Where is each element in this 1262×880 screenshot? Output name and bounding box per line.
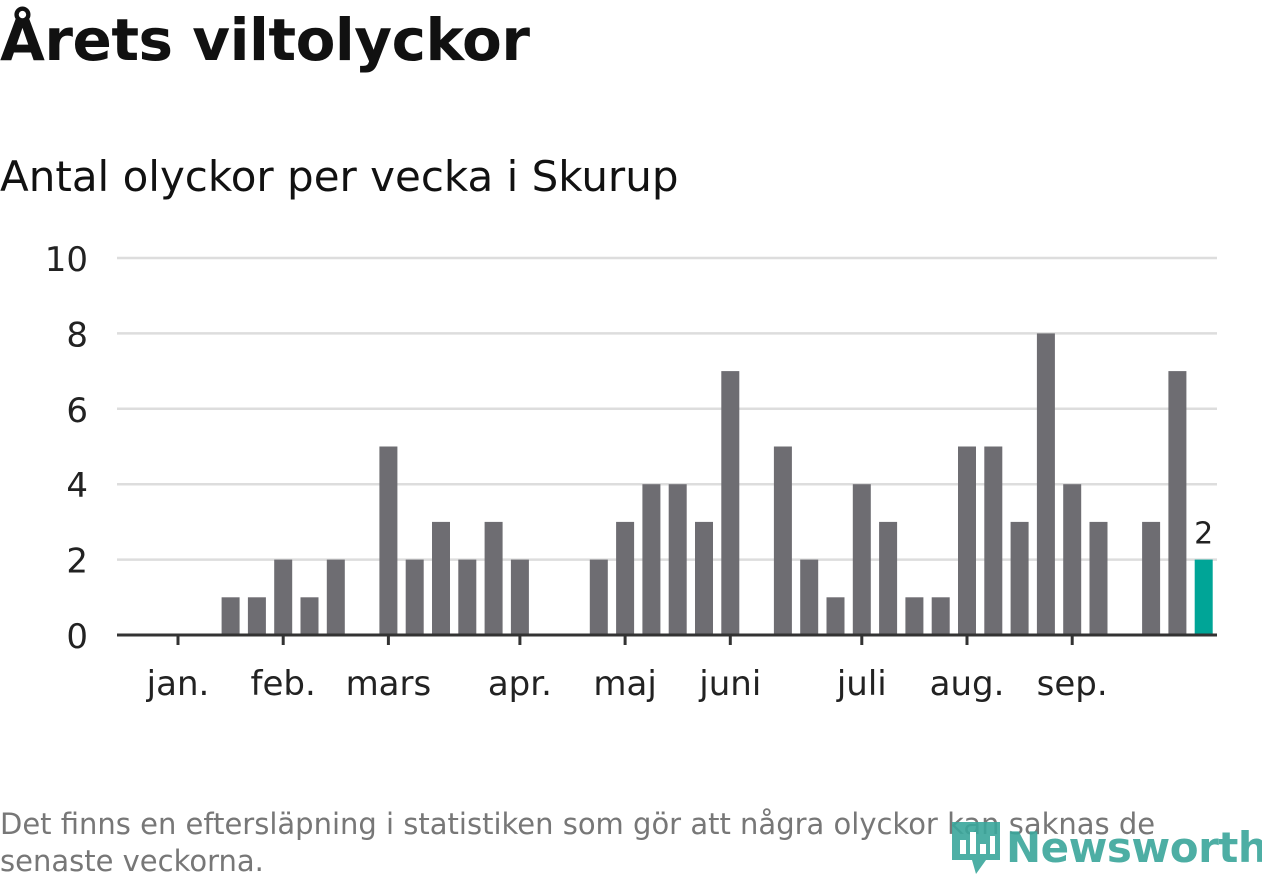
bar xyxy=(326,559,345,635)
bar xyxy=(642,484,661,635)
bar xyxy=(589,559,608,635)
x-tick-label: jan. xyxy=(146,664,210,704)
bar xyxy=(879,521,898,635)
x-tick-label: maj xyxy=(593,664,656,704)
x-tick-label: sep. xyxy=(1037,664,1108,704)
chart-subtitle: Antal olyckor per vecka i Skurup xyxy=(0,152,679,201)
bar xyxy=(1036,333,1055,635)
x-tick-label: juli xyxy=(836,664,887,704)
y-tick-label: 10 xyxy=(45,240,88,280)
bar xyxy=(1168,371,1187,635)
bar xyxy=(1089,521,1108,635)
bar xyxy=(484,521,503,635)
newsworthy-logo-icon xyxy=(952,822,1000,874)
y-tick-label: 8 xyxy=(66,315,88,355)
bar xyxy=(1010,521,1029,635)
bar xyxy=(852,484,871,635)
highlight-data-label: 2 xyxy=(1194,517,1213,552)
bar xyxy=(458,559,477,635)
bar xyxy=(826,597,845,635)
logo-text: Newsworthy xyxy=(1006,822,1262,872)
bar xyxy=(379,446,398,635)
bar xyxy=(1142,521,1161,635)
bar xyxy=(773,446,792,635)
chart-title: Årets viltolyckor xyxy=(0,6,530,74)
bar xyxy=(432,521,450,635)
bar xyxy=(300,597,319,635)
bar-chart: 0 2 4 6 8 10 2 jan. feb. mars apr. maj juni juli aug. s… xyxy=(45,240,1217,704)
y-tick-label: 2 xyxy=(66,542,88,582)
newsworthy-logo[interactable]: Newsworthy xyxy=(950,816,1262,878)
x-tick-label: mars xyxy=(346,664,432,704)
bar xyxy=(405,559,424,635)
bar xyxy=(668,484,687,635)
y-tick-label: 6 xyxy=(66,391,88,431)
bar xyxy=(958,446,976,635)
highlight-bar xyxy=(1194,559,1213,635)
bar xyxy=(221,597,240,635)
bar xyxy=(905,597,924,635)
y-tick-label: 4 xyxy=(66,466,88,506)
bar xyxy=(984,446,1003,635)
x-tick-label: apr. xyxy=(488,664,552,704)
bar xyxy=(800,559,819,635)
bar xyxy=(931,597,950,635)
x-tick-label: feb. xyxy=(251,664,316,704)
bar xyxy=(1063,484,1082,635)
bar xyxy=(695,521,713,635)
y-tick-label: 0 xyxy=(66,617,88,657)
x-tick-label: aug. xyxy=(930,664,1005,704)
x-tick-label: juni xyxy=(698,664,761,704)
bar xyxy=(247,597,266,635)
bar xyxy=(616,521,635,635)
bar xyxy=(274,559,293,635)
bar xyxy=(721,371,740,635)
bar xyxy=(510,559,529,635)
